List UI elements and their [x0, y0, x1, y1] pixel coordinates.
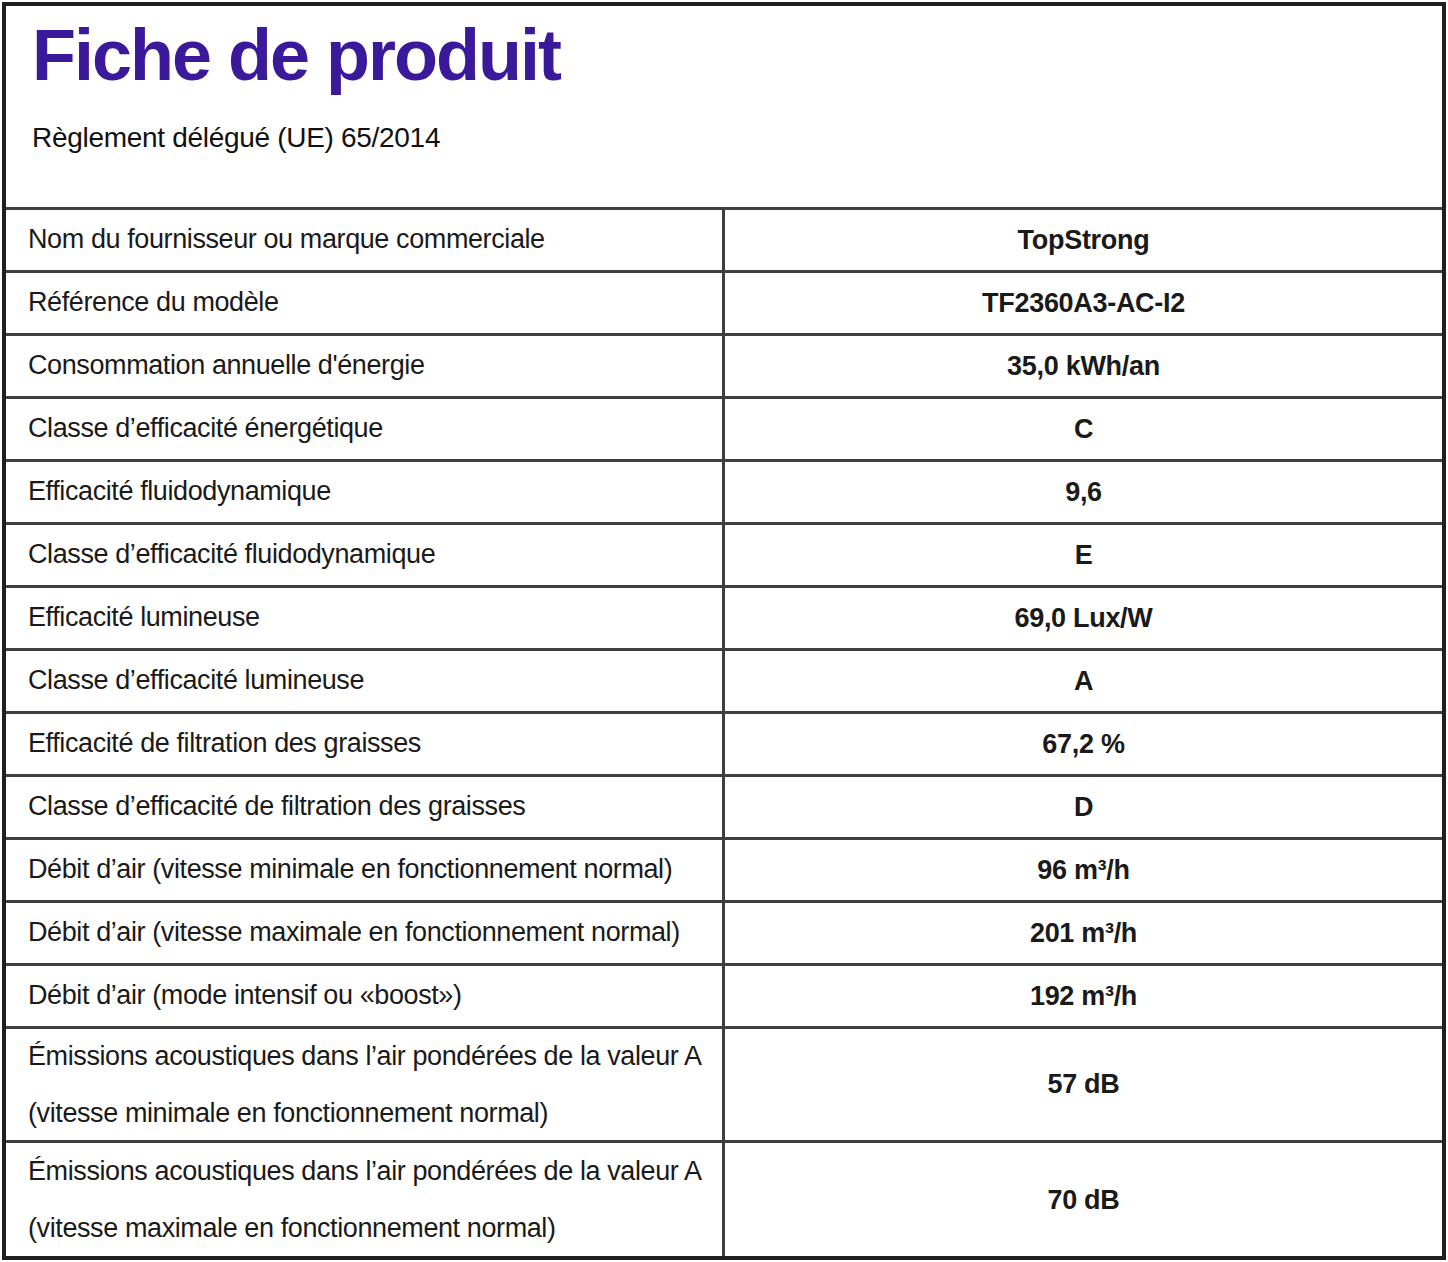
spec-label-cell: Émissions acoustiques dans l’air pondéré…	[6, 1143, 725, 1257]
spec-value-cell: 70 dB	[725, 1143, 1442, 1257]
spec-label: Débit d’air (mode intensif ou «boost»)	[28, 979, 710, 1013]
spec-label-cell: Classe d’efficacité fluidodynamique	[6, 525, 725, 585]
spec-table: Nom du fournisseur ou marque commerciale…	[6, 207, 1442, 1257]
spec-value-cell: A	[725, 651, 1442, 711]
spec-value: 67,2 %	[1042, 729, 1124, 760]
spec-value: 201 m³/h	[1030, 918, 1137, 949]
spec-value-cell: TopStrong	[725, 210, 1442, 270]
spec-value: 9,6	[1065, 477, 1102, 508]
spec-value-cell: 201 m³/h	[725, 903, 1442, 963]
spec-value-cell: TF2360A3-AC-I2	[725, 273, 1442, 333]
page-subtitle: Règlement délégué (UE) 65/2014	[32, 122, 1416, 154]
spec-label: Classe d’efficacité fluidodynamique	[28, 538, 710, 572]
spec-value: 69,0 Lux/W	[1014, 603, 1152, 634]
table-row: Efficacité fluidodynamique 9,6	[6, 462, 1442, 525]
spec-label: Classe d’efficacité de filtration des gr…	[28, 790, 710, 824]
spec-label: Efficacité fluidodynamique	[28, 475, 710, 509]
spec-label-cell: Consommation annuelle d'énergie	[6, 336, 725, 396]
spec-label: Efficacité lumineuse	[28, 601, 710, 635]
spec-label-cell: Référence du modèle	[6, 273, 725, 333]
spec-label: Classe d’efficacité lumineuse	[28, 664, 710, 698]
table-row: Émissions acoustiques dans l’air pondéré…	[6, 1143, 1442, 1257]
product-fiche: Fiche de produit Règlement délégué (UE) …	[0, 0, 1448, 1262]
spec-value: 35,0 kWh/an	[1007, 351, 1160, 382]
spec-label-cell: Débit d’air (mode intensif ou «boost»)	[6, 966, 725, 1026]
spec-value: 192 m³/h	[1030, 981, 1137, 1012]
spec-value: C	[1074, 414, 1093, 445]
spec-label-cell: Nom du fournisseur ou marque commerciale	[6, 210, 725, 270]
table-row: Classe d’efficacité de filtration des gr…	[6, 777, 1442, 840]
spec-value-cell: 35,0 kWh/an	[725, 336, 1442, 396]
spec-value: 70 dB	[1047, 1185, 1119, 1216]
spec-value: A	[1074, 666, 1093, 697]
table-row: Classe d’efficacité lumineuse A	[6, 651, 1442, 714]
spec-label-cell: Efficacité lumineuse	[6, 588, 725, 648]
spec-label-cell: Classe d’efficacité énergétique	[6, 399, 725, 459]
page-title: Fiche de produit	[32, 18, 1416, 94]
spec-value: 57 dB	[1047, 1069, 1119, 1100]
spec-value-cell: C	[725, 399, 1442, 459]
spec-value: E	[1075, 540, 1093, 571]
spec-value-cell: E	[725, 525, 1442, 585]
table-row: Classe d’efficacité énergétique C	[6, 399, 1442, 462]
spec-label: Débit d’air (vitesse minimale en fonctio…	[28, 853, 710, 887]
table-row: Référence du modèle TF2360A3-AC-I2	[6, 273, 1442, 336]
spec-label: Référence du modèle	[28, 286, 710, 320]
table-row: Débit d’air (mode intensif ou «boost») 1…	[6, 966, 1442, 1029]
spec-label: Classe d’efficacité énergétique	[28, 412, 710, 446]
table-row: Classe d’efficacité fluidodynamique E	[6, 525, 1442, 588]
spec-label: Nom du fournisseur ou marque commerciale	[28, 223, 710, 257]
spec-value-cell: D	[725, 777, 1442, 837]
spec-value-cell: 9,6	[725, 462, 1442, 522]
document-frame: Fiche de produit Règlement délégué (UE) …	[2, 2, 1446, 1260]
spec-value-cell: 69,0 Lux/W	[725, 588, 1442, 648]
spec-value-cell: 57 dB	[725, 1029, 1442, 1140]
spec-label-cell: Débit d’air (vitesse minimale en fonctio…	[6, 840, 725, 900]
table-row: Nom du fournisseur ou marque commerciale…	[6, 210, 1442, 273]
table-row: Émissions acoustiques dans l’air pondéré…	[6, 1029, 1442, 1143]
spec-label-line2: (vitesse minimale en fonctionnement norm…	[28, 1085, 710, 1142]
table-row: Débit d’air (vitesse maximale en fonctio…	[6, 903, 1442, 966]
table-row: Efficacité de filtration des graisses 67…	[6, 714, 1442, 777]
spec-value-cell: 96 m³/h	[725, 840, 1442, 900]
spec-label-cell: Efficacité de filtration des graisses	[6, 714, 725, 774]
spec-value: 96 m³/h	[1037, 855, 1129, 886]
spec-label: Émissions acoustiques dans l’air pondéré…	[28, 1143, 710, 1200]
spec-value-cell: 67,2 %	[725, 714, 1442, 774]
spec-label: Efficacité de filtration des graisses	[28, 727, 710, 761]
spec-label-line2: (vitesse maximale en fonctionnement norm…	[28, 1200, 710, 1257]
spec-value: D	[1074, 792, 1093, 823]
table-row: Consommation annuelle d'énergie 35,0 kWh…	[6, 336, 1442, 399]
spec-label-cell: Efficacité fluidodynamique	[6, 462, 725, 522]
spec-value: TopStrong	[1018, 225, 1150, 256]
document-header: Fiche de produit Règlement délégué (UE) …	[6, 6, 1442, 207]
spec-label: Consommation annuelle d'énergie	[28, 349, 710, 383]
spec-label: Émissions acoustiques dans l’air pondéré…	[28, 1028, 710, 1085]
table-row: Débit d’air (vitesse minimale en fonctio…	[6, 840, 1442, 903]
spec-label-cell: Débit d’air (vitesse maximale en fonctio…	[6, 903, 725, 963]
spec-label-cell: Classe d’efficacité lumineuse	[6, 651, 725, 711]
table-row: Efficacité lumineuse 69,0 Lux/W	[6, 588, 1442, 651]
spec-value-cell: 192 m³/h	[725, 966, 1442, 1026]
spec-label-cell: Émissions acoustiques dans l’air pondéré…	[6, 1029, 725, 1140]
spec-label: Débit d’air (vitesse maximale en fonctio…	[28, 916, 710, 950]
spec-value: TF2360A3-AC-I2	[982, 288, 1185, 319]
spec-label-cell: Classe d’efficacité de filtration des gr…	[6, 777, 725, 837]
